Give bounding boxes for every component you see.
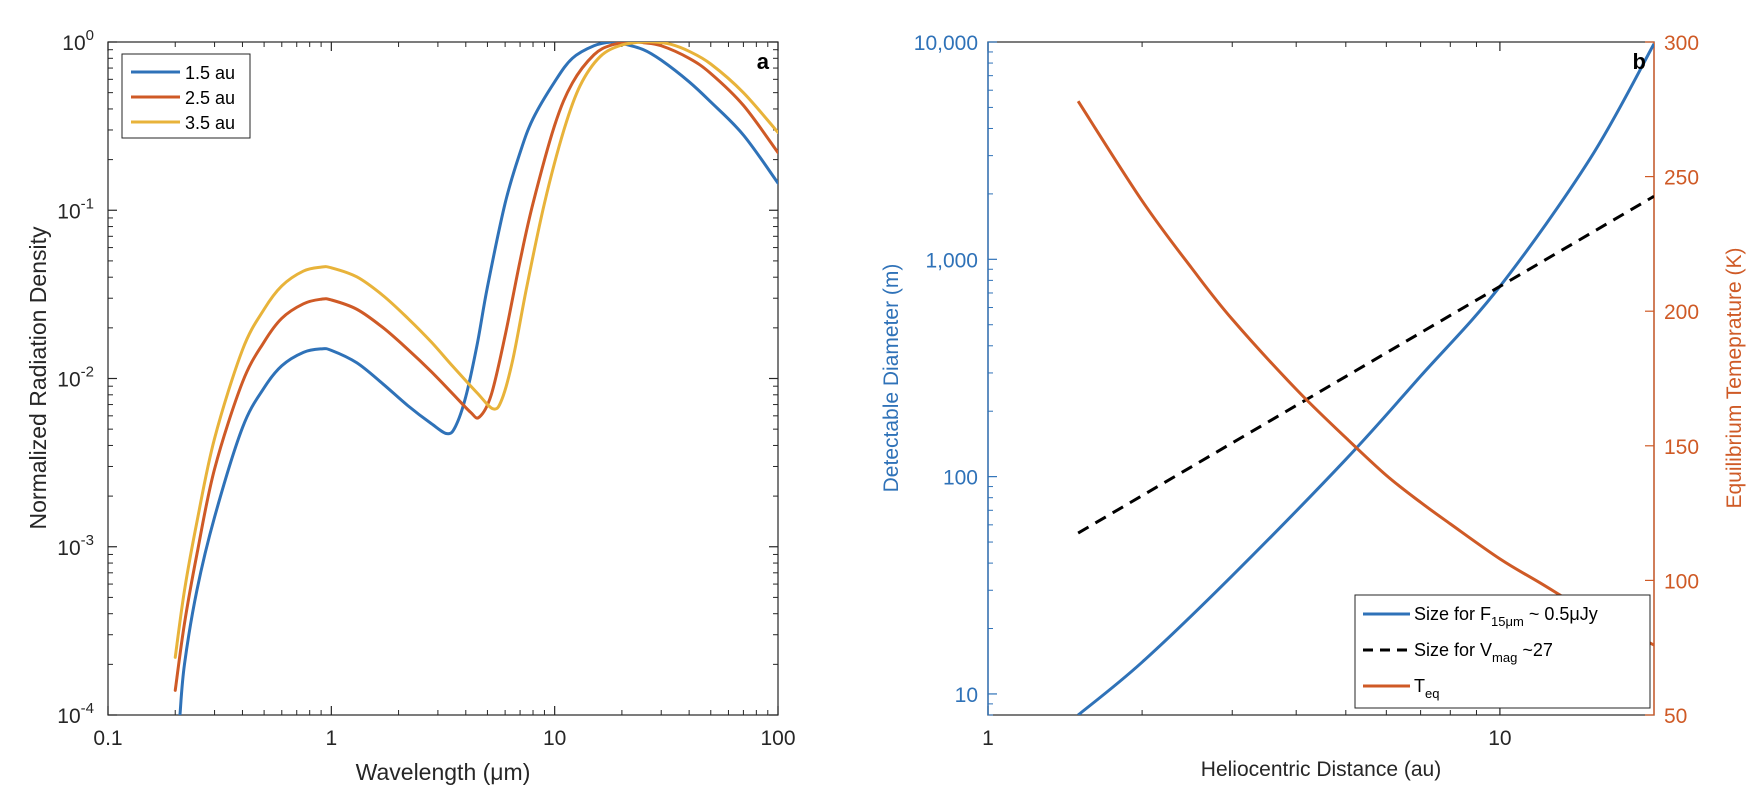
y-tick-base: 10 (57, 705, 80, 728)
panel-a-y-tick-label: 10-2 (57, 364, 94, 392)
legend-label-teq: Teq (1414, 676, 1439, 701)
y-tick-exponent: -2 (81, 364, 94, 381)
panel-a-x-axis-label: Wavelength (μm) (356, 759, 531, 785)
panel-b-right-y-axis-label: Equilibrium Temeprature (K) (1723, 247, 1746, 508)
y-tick-base: 10 (57, 537, 80, 560)
panel-b-right-tick-label: 250 (1664, 167, 1699, 190)
y-tick-exponent: -4 (81, 700, 94, 717)
panel-b-left-y-tick-labels: 10 100 1,000 10,000 (914, 32, 978, 707)
y-tick-base: 10 (57, 200, 80, 223)
panel-a-x-tick-labels: 0.1 1 10 100 (93, 727, 795, 750)
legend-label-3-5-au: 3.5 au (185, 113, 235, 133)
y-tick-exponent: 0 (86, 27, 94, 44)
series-line-teq (1076, 100, 1654, 647)
legend-vmag-main-text: Size for V (1414, 640, 1492, 660)
y-tick-base: 10 (57, 369, 80, 392)
panel-b-x-tick-label: 10 (1488, 727, 1511, 750)
panel-b-right-tick-label: 100 (1664, 570, 1699, 593)
legend-teq-main-text: T (1414, 676, 1425, 696)
legend-f15-subscript: 15μm (1491, 614, 1524, 629)
panel-a-label: a (757, 49, 770, 74)
legend-label-size-for-f15: Size for F15μm ~ 0.5μJy (1414, 604, 1598, 629)
legend-label-2-5-au: 2.5 au (185, 88, 235, 108)
legend-vmag-tail-text: ~27 (1517, 640, 1553, 660)
panel-b-x-tick-labels: 1 10 (982, 727, 1511, 750)
panel-a-series-lines (173, 42, 778, 715)
panel-b-legend: Size for F15μm ~ 0.5μJy Size for Vmag ~2… (1354, 594, 1651, 709)
panel-b-left-tick-label: 1,000 (925, 249, 978, 272)
legend-teq-subscript: eq (1425, 686, 1439, 701)
panel-a-plot-area (107, 41, 779, 716)
panel-b-left-y-axis-label: Detectable Diameter (m) (880, 264, 903, 493)
panel-b-right-y-tick-labels: 50 100 150 200 250 300 (1664, 32, 1699, 728)
panel-a-y-tick-label: 100 (62, 27, 94, 55)
panel-a-x-tick-label: 100 (760, 727, 795, 750)
panel-b-right-tick-label: 50 (1664, 705, 1687, 728)
panel-b-left-tick-label: 10 (955, 684, 978, 707)
panel-a-y-tick-label: 10-4 (57, 700, 94, 728)
panel-a-y-tick-label: 10-1 (57, 195, 94, 223)
panel-a-legend: 1.5 au 2.5 au 3.5 au (121, 53, 251, 139)
panel-a-y-tick-label: 10-3 (57, 532, 94, 560)
panel-a-x-tick-label: 1 (325, 727, 337, 750)
series-line-size-for-f15-m-0-5-jy (1077, 43, 1654, 715)
legend-label-size-for-vmag: Size for Vmag ~27 (1414, 640, 1553, 665)
panel-a-x-tick-label: 10 (543, 727, 566, 750)
panel-b-label: b (1633, 49, 1646, 74)
panel-b-ticks (987, 41, 1655, 716)
y-tick-exponent: -3 (81, 532, 94, 549)
legend-vmag-subscript: mag (1492, 650, 1517, 665)
panel-b-x-tick-label: 1 (982, 727, 994, 750)
series-line-1-5-au (178, 42, 778, 715)
panel-b-right-tick-label: 200 (1664, 301, 1699, 324)
panel-a-x-tick-label: 0.1 (93, 727, 122, 750)
panel-b-right-tick-label: 300 (1664, 32, 1699, 55)
y-tick-exponent: -1 (81, 195, 94, 212)
panel-b-left-tick-label: 10,000 (914, 32, 978, 55)
panel-b-x-axis-label: Heliocentric Distance (au) (1201, 758, 1441, 781)
panel-b-left-tick-label: 100 (943, 467, 978, 490)
series-line-size-for-vmag-27 (1077, 194, 1654, 535)
legend-f15-main-text: Size for F (1414, 604, 1491, 624)
legend-f15-tail-text: ~ 0.5μJy (1524, 604, 1598, 624)
y-tick-base: 10 (62, 32, 85, 55)
panel-b-series-lines (1076, 43, 1654, 715)
panel-b-right-tick-label: 150 (1664, 436, 1699, 459)
panel-a-y-axis-label: Normalized Radiation Density (25, 226, 51, 529)
legend-label-1-5-au: 1.5 au (185, 63, 235, 83)
series-line-3-5-au (173, 42, 778, 659)
